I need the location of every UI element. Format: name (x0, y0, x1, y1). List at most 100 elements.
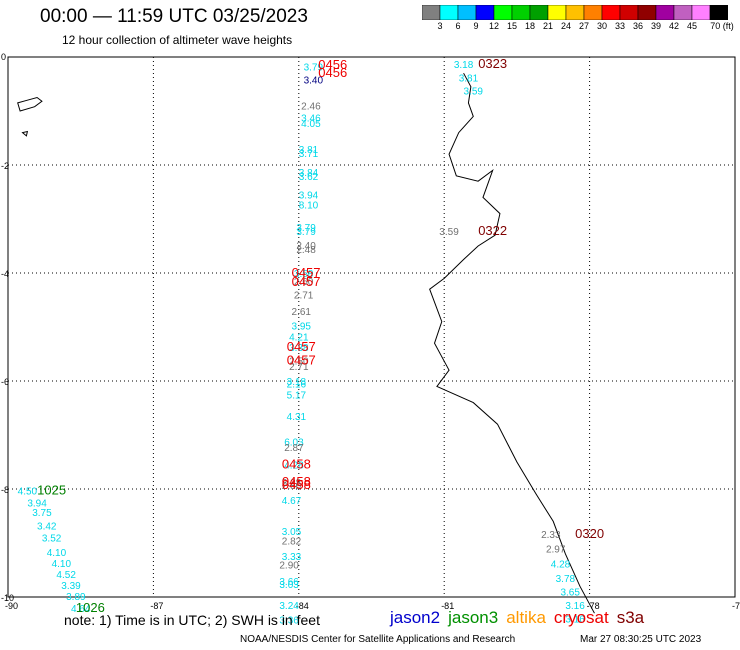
wave-height-label: 2.97 (546, 544, 566, 555)
wave-height-label: 2.33 (541, 530, 561, 541)
wave-height-label: 3.18 (287, 377, 307, 388)
pass-time-label: 0458 (282, 457, 311, 472)
x-tick-label: -84 (296, 601, 309, 611)
wave-height-label: 4.21 (289, 333, 309, 344)
y-tick-label: -4 (1, 269, 9, 279)
legend-s3a: s3a (616, 608, 645, 627)
wave-height-label: 2.90 (279, 561, 299, 572)
pass-time-label: 0457 (287, 352, 316, 367)
legend-cryosat: cryosat (553, 608, 609, 627)
wave-height-label: 3.58 (294, 269, 314, 280)
wave-height-label: 3.79 (304, 63, 324, 74)
pass-time-label: 0322 (478, 223, 507, 238)
footer-timestamp: Mar 27 08:30:25 UTC 2023 (580, 634, 702, 645)
satellite-legend: jason2 jason3 altika cryosat s3a (390, 608, 652, 628)
wave-height-label: 3.24 (279, 601, 299, 612)
wave-height-label: 3.16 (565, 615, 585, 626)
wave-height-label: 3.05 (282, 527, 302, 538)
pass-time-label: 0457 (292, 274, 321, 289)
wave-height-label: 3.79 (296, 223, 316, 234)
legend-altika: altika (506, 608, 546, 627)
wave-height-label: 3.94 (27, 499, 47, 510)
wave-height-label: 2.87 (284, 443, 304, 454)
map-frame (7, 56, 736, 598)
legend-jason3: jason3 (448, 608, 499, 627)
colorbar-swatch (709, 5, 728, 20)
colorbar-label: 15 (506, 21, 518, 31)
island-outline (21, 130, 29, 137)
colorbar-label: 12 (488, 21, 500, 31)
wave-height-label: 2.40 (296, 241, 316, 252)
wave-height-label: 2.50 (289, 356, 309, 367)
wave-height-label: 3.95 (291, 321, 311, 332)
wave-height-label: 3.33 (282, 552, 302, 563)
colorbar-label: 42 (668, 21, 680, 31)
colorbar-labels: 3 6 9 12 15 18 21 24 27 30 33 36 39 42 45 70 (ft) (422, 21, 740, 35)
wave-height-label: 3.39 (61, 581, 81, 592)
y-tick-label: 0 (1, 52, 6, 62)
wave-height-label: 3.36 (279, 616, 299, 627)
pass-time-label: 0457 (287, 339, 316, 354)
legend-jason2: jason2 (390, 608, 441, 627)
footer-note: note: 1) Time is in UTC; 2) SWH is in fe… (64, 612, 320, 628)
wave-height-label: 2.71 (289, 362, 309, 373)
colorbar-label: 30 (596, 21, 608, 31)
wave-height-label: 3.16 (565, 601, 585, 612)
wave-height-label: 2.30 (282, 481, 302, 492)
wave-height-label: 5.17 (287, 391, 307, 402)
wave-height-label: 3.52 (42, 534, 62, 545)
colorbar-label: 27 (578, 21, 590, 31)
wave-height-label: 3.62 (299, 172, 319, 183)
wave-height-label: 4.28 (284, 461, 304, 472)
wave-height-label: 6.03 (284, 437, 304, 448)
wave-height-label: 2.48 (296, 245, 316, 256)
wave-height-label: 3.66 (279, 577, 299, 588)
wave-height-label: 2.71 (294, 291, 314, 302)
wave-height-label: 2.16 (287, 380, 307, 391)
wave-height-label: 3.84 (299, 168, 319, 179)
wave-height-label: 4.10 (52, 559, 72, 570)
wave-height-label: 4.28 (551, 560, 571, 571)
footer-credit: NOAA/NESDIS Center for Satellite Applica… (240, 634, 516, 645)
wave-height-label: 4.67 (282, 496, 302, 507)
wave-height-label: 4.50 (18, 487, 38, 498)
colorbar-label: 24 (560, 21, 572, 31)
wave-height-label: 3.59 (464, 86, 484, 97)
pass-time-label: 0323 (478, 56, 507, 71)
colorbar-label: 18 (524, 21, 536, 31)
wave-height-label: 3.78 (556, 574, 576, 585)
y-tick-label: -6 (1, 377, 9, 387)
wave-height-label: 2.60 (294, 277, 314, 288)
pass-time-label: 0456 (318, 65, 347, 80)
pass-time-label: 0458 (282, 477, 311, 492)
wave-height-label: 3.94 (299, 191, 319, 202)
colorbar-label: 6 (455, 21, 461, 31)
pass-time-label: 0458 (282, 474, 311, 489)
wave-height-label: 3.46 (301, 113, 321, 124)
colorbar-label: 36 (632, 21, 644, 31)
map-subtitle: 12 hour collection of altimeter wave hei… (62, 33, 293, 47)
wave-height-label: 3.40 (304, 76, 324, 87)
y-tick-label: -10 (1, 593, 14, 603)
x-tick-label: -87 (150, 601, 163, 611)
wave-height-label: 3.81 (299, 145, 319, 156)
wave-height-label: 2.46 (301, 102, 321, 113)
x-tick-label: -90 (5, 601, 18, 611)
wave-height-label: 4.05 (301, 119, 321, 130)
wave-height-label: 3.65 (560, 588, 580, 599)
colorbar-label: 21 (542, 21, 554, 31)
wave-height-label: 2.28 (282, 478, 302, 489)
wave-height-label: 3.42 (37, 522, 57, 533)
wave-height-label: 4.64 (71, 604, 91, 615)
y-tick-label: -8 (1, 485, 9, 495)
wave-height-label: 2.82 (282, 536, 302, 547)
wave-height-label: 3.59 (439, 227, 459, 238)
wave-height-label: 2.61 (291, 307, 311, 318)
wave-height-label: 3.75 (32, 508, 52, 519)
x-tick-label: -81 (441, 601, 454, 611)
pass-time-label: 0457 (292, 265, 321, 280)
pass-time-label: 0320 (575, 526, 604, 541)
wave-height-label: 4.52 (56, 570, 76, 581)
x-tick-label: -78 (587, 601, 600, 611)
